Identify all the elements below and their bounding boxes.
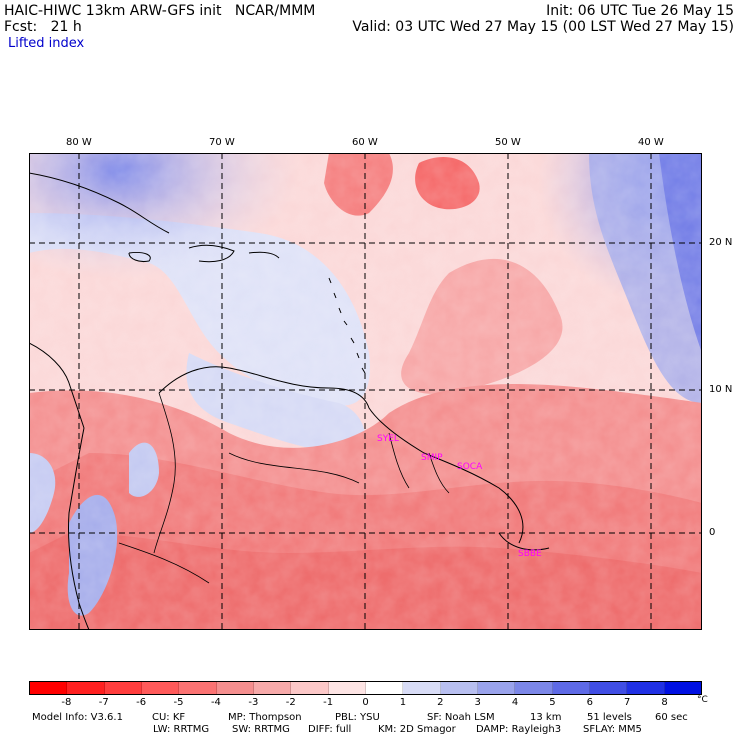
coastlines (28, 172, 550, 631)
footer-model-info: Model Info: V3.6.1 (32, 712, 123, 723)
lat-label-10n: 10 N (709, 384, 733, 395)
colorbar-swatch (403, 682, 441, 694)
coast-south-america-north (158, 366, 524, 544)
footer-levels: 51 levels (587, 712, 632, 723)
colorbar-tick-label: 3 (474, 697, 481, 708)
lifted-index-map: SYEL SMIP SOCA SBBE (28, 153, 702, 631)
colorbar-swatch (179, 682, 217, 694)
lon-label-40w: 40 W (638, 137, 664, 148)
colorbar-tick-label: -1 (323, 697, 334, 708)
footer-damp: DAMP: Rayleigh3 (476, 724, 562, 735)
footer-pbl: PBL: YSU (335, 712, 380, 723)
field-name: Lifted index (8, 36, 85, 51)
colorbar-swatch (141, 682, 180, 694)
coast-hispaniola (188, 244, 235, 263)
colorbar-tick-label: -5 (173, 697, 184, 708)
coast-jamaica (128, 252, 151, 262)
colorbar-tick-label: 5 (549, 697, 556, 708)
lat-lon-grid (29, 153, 702, 630)
footer-mp: MP: Thompson (228, 712, 302, 723)
coast-puerto-rico (248, 251, 280, 259)
colorbar-tick-label: -7 (98, 697, 109, 708)
footer-timestep: 60 sec (655, 712, 688, 723)
colorbar-swatch (30, 682, 68, 694)
footer-sf: SF: Noah LSM (427, 712, 495, 723)
colorbar-tick-label: 0 (362, 697, 369, 708)
colorbar-tick-label: 7 (624, 697, 631, 708)
colorbar-tick-label: 1 (399, 697, 407, 708)
colorbar-swatch (216, 682, 254, 694)
colorbar-tick-label: -2 (285, 697, 296, 708)
coast-cuba (28, 172, 170, 234)
plot-title: HAIC-HIWC 13km ARW-GFS init NCAR/MMM (4, 3, 316, 19)
colorbar-swatch (440, 682, 478, 694)
colorbar-swatch (253, 682, 292, 694)
forecast-hour: Fcst: 21 h (4, 19, 82, 35)
station-label-soca: SOCA (457, 462, 483, 472)
colorbar-tick-label: -8 (61, 697, 72, 708)
lon-label-60w: 60 W (352, 137, 378, 148)
colorbar-swatch (291, 682, 329, 694)
footer-lw: LW: RRTMG (153, 724, 210, 735)
coast-pacific (68, 427, 90, 631)
footer-sflay: SFLAY: MM5 (583, 724, 642, 735)
colorbar-swatch (664, 682, 701, 694)
colorbar-swatch (365, 682, 404, 694)
footer-cu: CU: KF (152, 712, 186, 723)
colorbar-tick-label: 2 (437, 697, 444, 708)
colorbar-swatch (552, 682, 590, 694)
coast-amazon-mouth (498, 532, 550, 551)
colorbar-unit: °C (697, 695, 708, 705)
station-label-smip: SMIP (421, 453, 443, 463)
coast-central-america (28, 342, 85, 429)
map-border (29, 153, 702, 630)
lon-label-80w: 80 W (66, 137, 92, 148)
footer-resolution: 13 km (530, 712, 562, 723)
lon-label-70w: 70 W (209, 137, 235, 148)
border-peru-brazil (118, 542, 210, 584)
lat-label-20n: 20 N (709, 237, 733, 248)
border-guianas (388, 432, 450, 494)
colorbar-tick-label: 8 (661, 697, 668, 708)
border-colombia-venezuela (153, 392, 176, 554)
colorbar-swatch (627, 682, 665, 694)
footer-km: KM: 2D Smagor (378, 724, 456, 735)
colorbar-tick-label: 6 (586, 697, 594, 708)
border-venezuela-brazil (228, 452, 360, 484)
station-label-sbbe: SBBE (518, 549, 542, 559)
valid-time: Valid: 03 UTC Wed 27 May 15 (00 LST Wed … (352, 19, 734, 35)
colorbar-tick-label: 4 (511, 697, 519, 708)
colorbar-tick-label: -4 (210, 697, 221, 708)
colorbar-swatch (104, 682, 142, 694)
footer-diff: DIFF: full (308, 724, 352, 735)
lon-label-50w: 50 W (495, 137, 521, 148)
colorbar-swatch (515, 682, 553, 694)
colorbar-tick-label: -3 (248, 697, 259, 708)
colorbar (29, 681, 702, 695)
footer-sw: SW: RRTMG (232, 724, 290, 735)
station-label-syel: SYEL (377, 434, 399, 444)
coast-lesser-antilles (328, 277, 366, 374)
colorbar-swatch (589, 682, 628, 694)
colorbar-swatch (328, 682, 366, 694)
lat-label-0: 0 (709, 527, 716, 538)
colorbar-tick-label: -6 (136, 697, 147, 708)
colorbar-swatch (67, 682, 105, 694)
init-time: Init: 06 UTC Tue 26 May 15 (546, 3, 734, 19)
colorbar-swatch (477, 682, 516, 694)
